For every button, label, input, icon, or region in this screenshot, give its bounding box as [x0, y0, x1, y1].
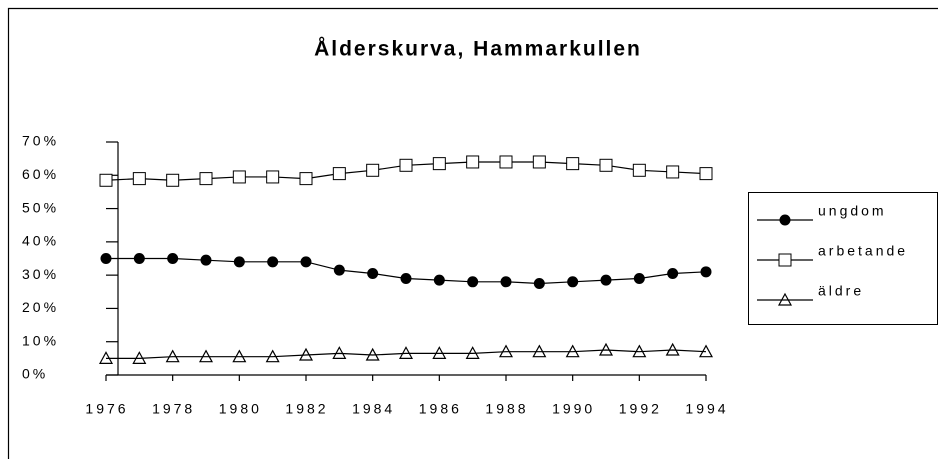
marker [700, 266, 712, 278]
marker [298, 347, 314, 361]
marker [632, 163, 646, 177]
y-tick-label: 0% [22, 366, 48, 382]
marker [432, 157, 446, 171]
marker [167, 253, 179, 264]
marker [332, 167, 346, 181]
marker [165, 349, 180, 363]
marker [467, 276, 479, 288]
y-tick-label: 20% [22, 299, 59, 315]
marker [233, 256, 245, 268]
marker [600, 274, 612, 286]
y-tick-label: 60% [22, 166, 59, 182]
marker [566, 157, 580, 171]
y-tick-label: 30% [22, 266, 59, 282]
chart-title: Ålderskurva, Hammarkullen [314, 37, 642, 61]
marker [532, 155, 546, 169]
x-tick-label: 1980 [219, 401, 262, 417]
marker [299, 172, 313, 186]
marker [198, 349, 214, 363]
legend-marker [778, 253, 792, 267]
marker [500, 276, 512, 288]
marker [667, 267, 679, 279]
marker [499, 155, 513, 169]
x-tick-label: 1978 [152, 401, 195, 417]
marker [132, 351, 147, 364]
x-tick-label: 1982 [285, 401, 328, 417]
x-tick-label: 1988 [485, 401, 528, 417]
marker [267, 256, 279, 268]
marker [498, 344, 514, 358]
marker [465, 346, 480, 359]
x-tick-label: 1994 [685, 401, 728, 417]
marker [565, 344, 580, 358]
marker [665, 342, 680, 356]
marker [300, 256, 312, 268]
marker [232, 349, 247, 363]
marker [432, 346, 447, 359]
marker [100, 253, 112, 264]
legend-label: äldre [818, 283, 864, 299]
marker [433, 274, 445, 286]
marker [666, 165, 680, 179]
marker [132, 172, 146, 186]
y-tick-label: 70% [22, 133, 59, 149]
marker [398, 346, 414, 359]
marker [699, 167, 713, 181]
marker [598, 342, 614, 356]
marker [200, 254, 212, 266]
x-tick-label: 1992 [619, 401, 662, 417]
y-tick-label: 10% [22, 332, 59, 348]
marker [399, 158, 413, 172]
marker [266, 170, 280, 184]
y-tick-label: 40% [22, 233, 59, 249]
series-line [106, 349, 707, 359]
x-tick-label: 1984 [352, 401, 395, 417]
x-tick-label: 1986 [419, 401, 462, 417]
marker [698, 344, 714, 358]
y-tick-label: 50% [22, 199, 59, 215]
marker [265, 349, 280, 363]
marker [633, 272, 645, 284]
x-tick-label: 1990 [552, 401, 595, 417]
marker [567, 276, 579, 288]
marker [98, 351, 114, 364]
marker [599, 158, 613, 172]
marker [232, 170, 246, 184]
marker [332, 346, 347, 359]
marker [133, 253, 145, 264]
marker [367, 267, 379, 279]
marker [365, 347, 380, 361]
marker [199, 172, 213, 186]
marker [166, 173, 180, 187]
marker [532, 344, 547, 358]
marker [466, 155, 480, 169]
marker [632, 344, 647, 358]
frame [7, 7, 938, 459]
legend-label: ungdom [818, 203, 887, 219]
marker [99, 173, 113, 187]
marker [366, 163, 380, 177]
marker [400, 272, 412, 284]
marker [333, 264, 345, 276]
x-tick-label: 1976 [85, 401, 128, 417]
legend-marker [777, 292, 793, 306]
marker [533, 277, 545, 289]
legend-marker [779, 214, 791, 226]
legend-label: arbetande [818, 243, 908, 259]
